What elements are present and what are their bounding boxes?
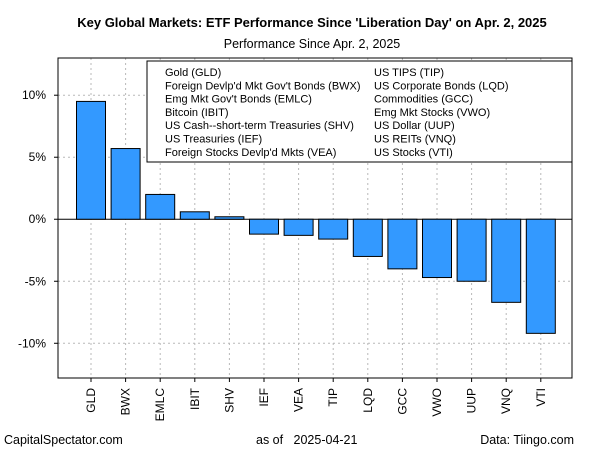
x-tick-label-uup: UUP: [465, 388, 479, 413]
bar-uup: [456, 218, 487, 282]
x-tick-label-vnq: VNQ: [499, 388, 513, 414]
legend: Gold (GLD)Foreign Devlp'd Mkt Gov't Bond…: [146, 60, 573, 163]
bar-vwo: [422, 218, 452, 279]
legend-entry: Foreign Stocks Devlp'd Mkts (VEA): [165, 147, 336, 159]
x-tick-label-gcc: GCC: [395, 388, 409, 415]
x-tick-label-vwo: VWO: [430, 388, 444, 417]
footer-date: as of 2025-04-21: [256, 433, 358, 447]
bar-lqd: [352, 218, 383, 257]
footer-source: CapitalSpectator.com: [4, 433, 123, 447]
legend-box: [146, 60, 573, 163]
x-tick-label-bwx: BWX: [119, 388, 133, 415]
y-tick-label: 0%: [29, 212, 47, 226]
legend-entry: US Cash--short-term Treasuries (SHV): [165, 120, 354, 132]
x-tick-label-shv: SHV: [222, 388, 236, 413]
legend-entry: US Corporate Bonds (LQD): [374, 80, 509, 92]
bar-emlc: [145, 193, 176, 220]
legend-entry: US Treasuries (IEF): [165, 134, 262, 146]
bars: [76, 100, 556, 334]
x-tick-label-ibit: IBIT: [188, 387, 202, 410]
y-tick-label: 10%: [22, 88, 46, 102]
y-tick-label: -10%: [18, 336, 46, 350]
footer-data-credit: Data: Tiingo.com: [480, 433, 574, 447]
bar-vea: [283, 218, 314, 236]
legend-entry: Bitcoin (IBIT): [165, 107, 229, 119]
bar-vnq: [491, 218, 522, 303]
y-axis: 10% 5% 0% -5% -10%: [18, 88, 58, 350]
legend-entry: Commodities (GCC): [374, 94, 473, 106]
x-tick-label-vti: VTI: [534, 388, 548, 407]
y-tick-label: 5%: [29, 150, 47, 164]
x-tick-label-vea: VEA: [292, 388, 306, 412]
x-tick-label-lqd: LQD: [361, 388, 375, 413]
x-tick-label-tip: TIP: [326, 388, 340, 407]
legend-entry: Gold (GLD): [165, 67, 221, 79]
x-tick-label-gld: GLD: [84, 388, 98, 413]
x-axis: GLD BWX EMLC IBIT SHV IEF VEA TIP LQD GCC VWO UUP VN…: [84, 378, 548, 421]
legend-entry: US Stocks (VTI): [374, 147, 453, 159]
legend-entry: US REITs (VNQ): [374, 134, 456, 146]
legend-entry: US TIPS (TIP): [374, 67, 444, 79]
bar-bwx: [110, 148, 141, 220]
chart-title: Key Global Markets: ETF Performance Sinc…: [77, 15, 547, 30]
y-tick-label: -5%: [25, 274, 47, 288]
legend-entry: Emg Mkt Gov't Bonds (EMLC): [165, 94, 312, 106]
chart-subtitle: Performance Since Apr. 2, 2025: [224, 37, 401, 51]
legend-entry: Foreign Devlp'd Mkt Gov't Bonds (BWX): [165, 80, 361, 92]
bar-ief: [249, 218, 279, 235]
x-tick-label-ief: IEF: [257, 388, 271, 407]
legend-entry: US Dollar (UUP): [374, 120, 455, 132]
bar-vti: [525, 218, 556, 334]
bar-gcc: [387, 218, 418, 270]
bar-gld: [76, 100, 106, 220]
bar-ibit: [179, 211, 210, 220]
bar-tip: [318, 218, 349, 240]
x-tick-label-emlc: EMLC: [153, 388, 167, 422]
legend-entry: Emg Mkt Stocks (VWO): [374, 107, 490, 119]
bar-shv: [214, 216, 245, 220]
plot-border: [57, 57, 573, 379]
